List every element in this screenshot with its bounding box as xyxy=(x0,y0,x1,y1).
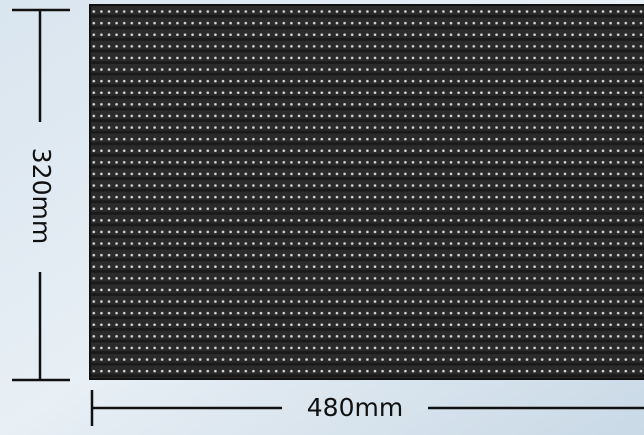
height-dimension xyxy=(12,8,70,382)
width-dimension xyxy=(90,390,644,426)
led-module xyxy=(89,4,644,380)
height-label: 320mm xyxy=(27,148,56,244)
width-label: 480mm xyxy=(307,393,403,422)
